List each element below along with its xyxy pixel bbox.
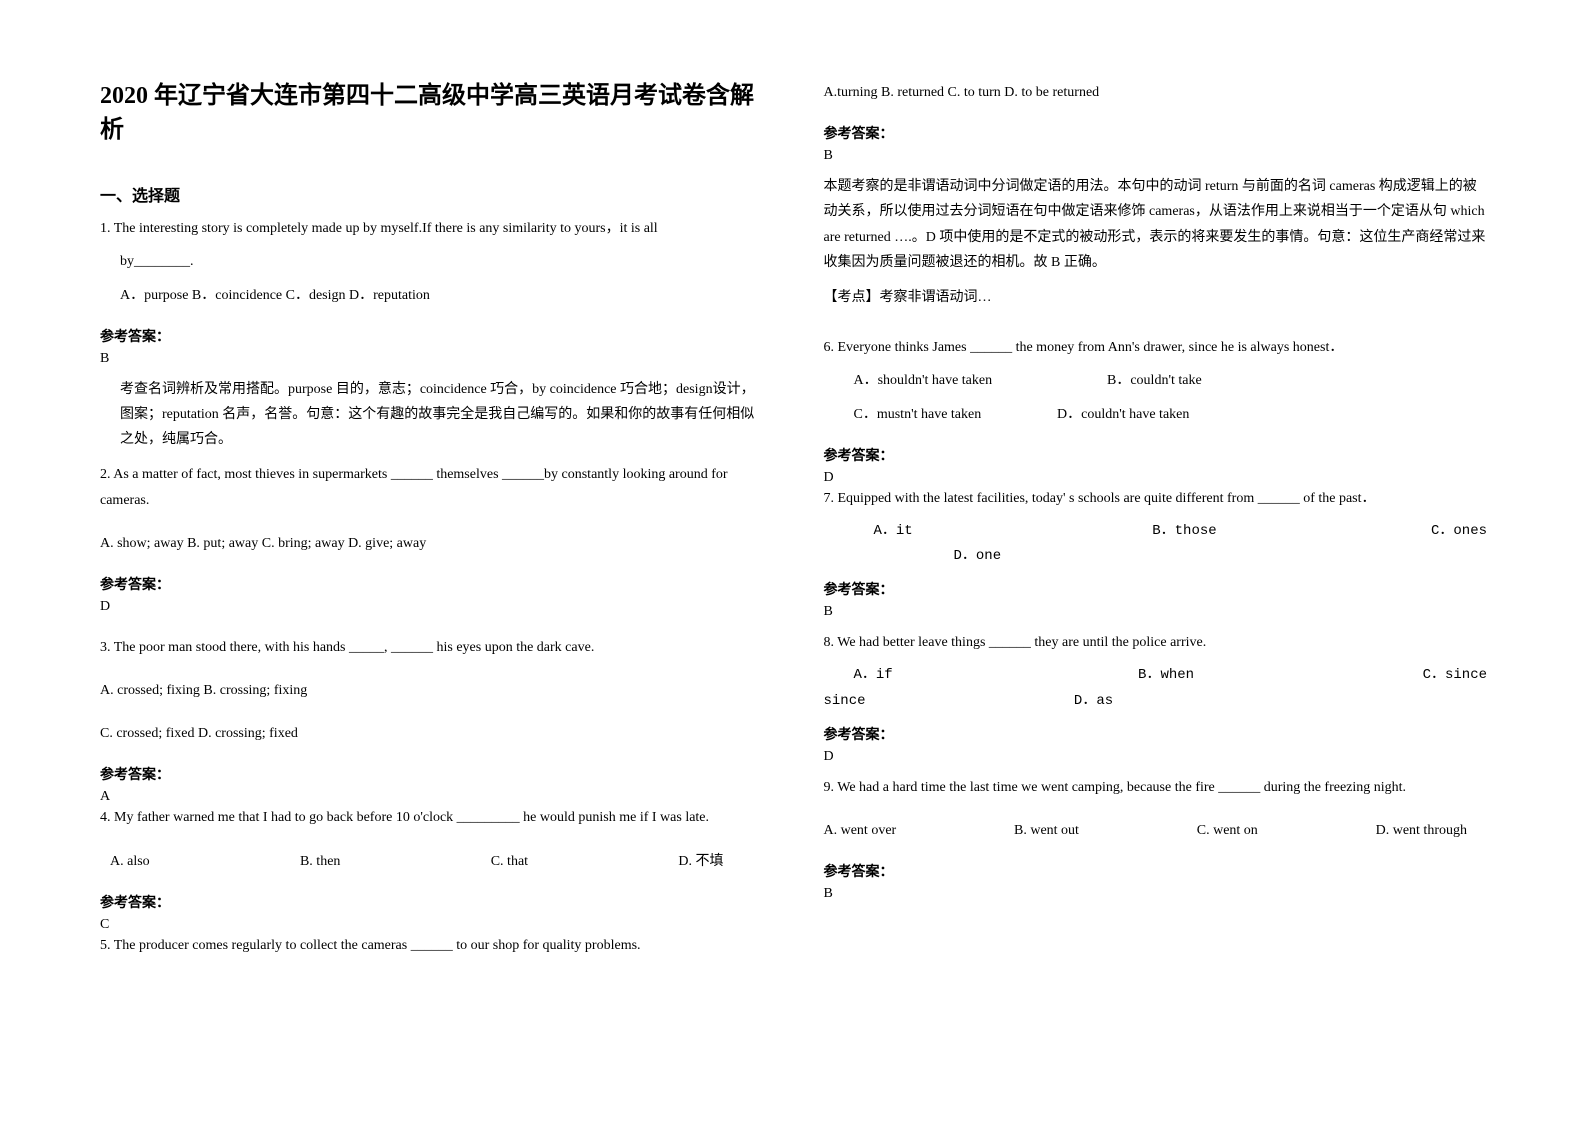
q8-options-row1: A．if B．when C．since <box>824 663 1488 688</box>
q6-opt-b: B．couldn't take <box>1107 373 1202 388</box>
q3-answer-label: 参考答案： <box>100 764 764 784</box>
q5-explanation: 本题考察的是非谓语动词中分词做定语的用法。本句中的动词 return 与前面的名… <box>824 174 1488 275</box>
q6-opt-a: A．shouldn't have taken <box>854 368 1104 393</box>
q9-options: A. went over B. went out C. went on D. w… <box>824 818 1488 843</box>
q1-answer-label: 参考答案： <box>100 326 764 346</box>
q2-answer: D <box>100 599 764 615</box>
q8-options-row2: since D．as <box>824 689 1488 714</box>
q8-opt-c-cont: since <box>824 693 866 709</box>
q4-opt-c: C. that <box>491 849 528 874</box>
q4-options: A. also B. then C. that D. 不填 <box>100 849 764 874</box>
q3-text: 3. The poor man stood there, with his ha… <box>100 635 764 660</box>
q1-answer: B <box>100 351 764 367</box>
q4-answer-label: 参考答案： <box>100 892 764 912</box>
q9-opt-d: D. went through <box>1376 818 1467 843</box>
left-column: 2020 年辽宁省大连市第四十二高级中学高三英语月考试卷含解析 一、选择题 1.… <box>100 80 764 1042</box>
q1-explanation: 考查名词辨析及常用搭配。purpose 目的，意志；coincidence 巧合… <box>100 377 764 453</box>
q4-opt-d: D. 不填 <box>678 849 723 874</box>
q5-text: 5. The producer comes regularly to colle… <box>100 933 764 958</box>
q1-text: 1. The interesting story is completely m… <box>100 216 764 241</box>
q9-opt-c: C. went on <box>1197 818 1258 843</box>
q5-answer: B <box>824 148 1488 164</box>
q7-opt-d: D．one <box>954 548 1002 564</box>
q6-opt-c: C．mustn't have taken <box>854 402 1054 427</box>
q3-options1: A. crossed; fixing B. crossing; fixing <box>100 678 764 703</box>
section-header: 一、选择题 <box>100 182 764 206</box>
q1-options: A．purpose B．coincidence C．design D．reput… <box>100 283 764 308</box>
q8-opt-d: D．as <box>874 693 1113 709</box>
q6-options-row2: C．mustn't have taken D．couldn't have tak… <box>824 402 1488 427</box>
q1-text2: by________. <box>100 249 764 274</box>
q2-options: A. show; away B. put; away C. bring; awa… <box>100 531 764 556</box>
q9-opt-b: B. went out <box>1014 818 1079 843</box>
q6-text: 6. Everyone thinks James ______ the mone… <box>824 335 1488 360</box>
q9-opt-a: A. went over <box>824 818 897 843</box>
q4-answer: C <box>100 917 764 933</box>
q7-opt-c: C．ones <box>1431 519 1487 544</box>
q3-options2: C. crossed; fixed D. crossing; fixed <box>100 721 764 746</box>
q4-text: 4. My father warned me that I had to go … <box>100 805 764 830</box>
q6-options-row1: A．shouldn't have taken B．couldn't take <box>824 368 1488 393</box>
q2-answer-label: 参考答案： <box>100 574 764 594</box>
q8-answer-label: 参考答案： <box>824 724 1488 744</box>
q7-options-row2: D．one <box>824 544 1488 569</box>
q8-opt-b: B．when <box>1138 663 1423 688</box>
q7-text: 7. Equipped with the latest facilities, … <box>824 486 1488 511</box>
q5-exam-point: 【考点】考察非谓语动词… <box>824 285 1488 310</box>
right-column: A.turning B. returned C. to turn D. to b… <box>824 80 1488 1042</box>
q3-answer: A <box>100 789 764 805</box>
q9-answer-label: 参考答案： <box>824 861 1488 881</box>
q2-text: 2. As a matter of fact, most thieves in … <box>100 462 764 512</box>
q7-answer-label: 参考答案： <box>824 579 1488 599</box>
q4-opt-a: A. also <box>110 849 150 874</box>
q6-answer: D <box>824 470 1488 486</box>
q8-text: 8. We had better leave things ______ the… <box>824 630 1488 655</box>
q9-answer: B <box>824 886 1488 902</box>
q8-opt-a: A．if <box>854 663 1139 688</box>
q7-opt-a: A．it <box>874 519 1153 544</box>
q7-answer: B <box>824 604 1488 620</box>
q4-opt-b: B. then <box>300 849 340 874</box>
q7-opt-b: B．those <box>1152 519 1431 544</box>
q9-text: 9. We had a hard time the last time we w… <box>824 775 1488 800</box>
q8-opt-c: C．since <box>1423 663 1487 688</box>
q5-answer-label: 参考答案： <box>824 123 1488 143</box>
q6-answer-label: 参考答案： <box>824 445 1488 465</box>
q8-answer: D <box>824 749 1488 765</box>
document-title: 2020 年辽宁省大连市第四十二高级中学高三英语月考试卷含解析 <box>100 80 764 147</box>
q7-options-row1: A．it B．those C．ones <box>824 519 1488 544</box>
q6-opt-d: D．couldn't have taken <box>1057 407 1189 422</box>
q5-options: A.turning B. returned C. to turn D. to b… <box>824 80 1488 105</box>
